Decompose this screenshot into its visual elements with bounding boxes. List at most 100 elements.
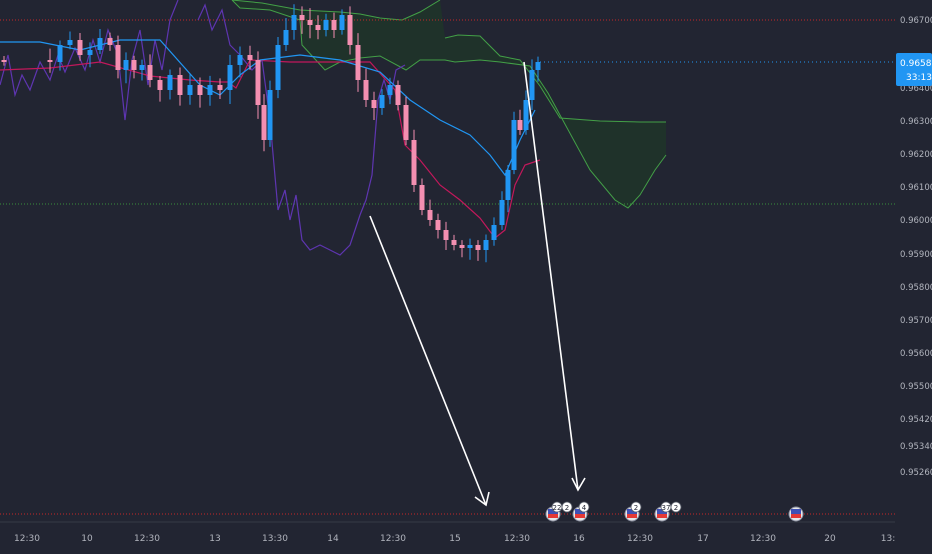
y-tick-label: 0.96000 <box>900 216 932 226</box>
price-label-countdown: 33:13 <box>906 73 932 83</box>
x-tick-label: 12:30 <box>504 534 530 544</box>
y-tick-label: 0.95600 <box>900 349 932 359</box>
candle-body <box>315 25 321 30</box>
candle-body <box>347 15 353 45</box>
candle-body <box>217 85 223 90</box>
candle-body <box>355 45 361 80</box>
candle-body <box>491 225 497 240</box>
x-tick-label: 17 <box>697 534 708 544</box>
candle-body <box>77 40 83 55</box>
event-count-text: 2 <box>565 504 569 512</box>
x-tick-label: 12:30 <box>14 534 40 544</box>
event-count-badge <box>670 501 682 513</box>
candle-body <box>505 170 511 200</box>
flag-stripe-icon <box>548 514 558 518</box>
candle-body <box>331 20 337 30</box>
candle-body <box>107 38 113 45</box>
candle-body <box>483 240 489 250</box>
candle-body <box>443 230 449 240</box>
event-marker[interactable]: 2 <box>624 501 642 522</box>
event-count-badge <box>561 501 573 513</box>
event-count-text: 22 <box>553 504 562 512</box>
candle-body <box>97 38 103 50</box>
candle-body <box>411 140 417 185</box>
annotation-arrow-1 <box>369 215 490 507</box>
candle-body <box>403 105 409 140</box>
arrow-2-shaft <box>523 61 579 491</box>
candle-body <box>247 55 253 60</box>
candle-body <box>379 95 385 108</box>
candle-body <box>363 80 369 100</box>
y-tick-label: 0.96400 <box>900 84 932 94</box>
event-marker[interactable] <box>788 506 804 522</box>
price-label-box <box>896 53 932 86</box>
candle-body <box>67 40 73 45</box>
economic-events-row[interactable]: 22 2 4 2 37 2 <box>545 501 804 522</box>
y-tick-label: 0.95260 <box>900 468 932 478</box>
candle-body <box>395 85 401 105</box>
candle-body <box>139 65 145 70</box>
x-tick-label: 13:30 <box>262 534 288 544</box>
y-tick-label: 0.95420 <box>900 415 932 425</box>
candle-body <box>339 15 345 30</box>
x-tick-label: 12:30 <box>134 534 160 544</box>
flag-stripe-icon <box>791 509 801 514</box>
x-tick-label: 13 <box>209 534 220 544</box>
flag-stripe-icon <box>657 514 667 518</box>
candle-body <box>371 100 377 108</box>
candle-body <box>57 45 63 62</box>
x-tick-label: 14 <box>327 534 339 544</box>
flag-stripe-icon <box>657 509 667 514</box>
y-tick-label: 0.95700 <box>900 316 932 326</box>
candle-body <box>123 60 129 70</box>
event-marker[interactable]: 4 <box>572 501 590 522</box>
candle-body <box>387 85 393 95</box>
candle-body <box>207 85 213 95</box>
candle-body <box>115 45 121 70</box>
candle-body <box>523 100 529 130</box>
x-tick-label: 12:30 <box>750 534 776 544</box>
candle-body <box>299 15 305 20</box>
y-tick-label: 0.96100 <box>900 183 932 193</box>
x-tick-label: 13: <box>881 534 895 544</box>
kijun-sen-line <box>0 59 541 239</box>
candle-body <box>275 45 281 90</box>
candlestick-series <box>1 4 541 263</box>
event-count-text: 2 <box>674 504 678 512</box>
event-marker[interactable]: 22 2 <box>545 501 573 522</box>
y-tick-label: 0.96700 <box>900 16 932 26</box>
tenkan-sen-line <box>0 39 536 177</box>
candle-body <box>227 65 233 90</box>
candle-body <box>1 60 7 62</box>
candle-body <box>261 105 267 140</box>
flag-stripe-icon <box>627 514 637 518</box>
x-tick-label: 20 <box>824 534 836 544</box>
current-price-label: 0.96580 33:13 <box>896 53 932 86</box>
candle-body <box>307 20 313 25</box>
candle-body <box>451 240 457 245</box>
y-tick-label: 0.95340 <box>900 442 932 452</box>
y-tick-label: 0.95800 <box>900 283 932 293</box>
price-axis[interactable]: 0.967000.965000.964000.963000.962000.961… <box>895 0 932 520</box>
flag-stripe-icon <box>575 509 585 514</box>
candle-body <box>283 30 289 45</box>
candle-body <box>167 75 173 90</box>
flag-stripe-icon <box>575 514 585 518</box>
time-axis[interactable]: 12:30 10 12:30 13 13:30 14 12:30 15 12:30 16 12:30… <box>0 521 895 544</box>
event-count-badge <box>578 501 590 513</box>
candle-body <box>529 70 535 100</box>
y-tick-label: 0.95500 <box>900 382 932 392</box>
event-count-text: 2 <box>634 504 638 512</box>
candle-body <box>87 50 93 55</box>
arrow-1-shaft <box>369 215 487 506</box>
event-count-text: 4 <box>582 504 587 512</box>
flag-stripe-icon <box>791 514 801 518</box>
event-marker[interactable]: 37 2 <box>654 501 682 522</box>
cloud-fill-upper <box>232 0 666 208</box>
candle-body <box>197 85 203 95</box>
annotation-arrow-2 <box>523 61 586 492</box>
candle-body <box>177 75 183 95</box>
